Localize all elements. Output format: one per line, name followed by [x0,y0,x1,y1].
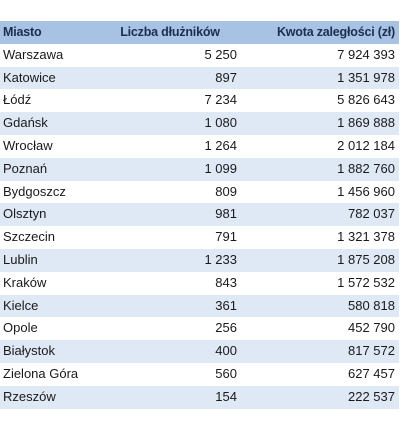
cell-arrears-amount: 1 351 978 [240,66,399,90]
cell-city: Łódź [0,89,100,113]
cell-city: Olsztyn [0,203,100,227]
cell-debtor-count: 1 264 [100,134,240,158]
cell-debtor-count: 1 080 [100,112,240,135]
table-row: Gdańsk 1 080 1 869 888 [0,112,399,135]
cell-arrears-amount: 1 882 760 [240,157,399,181]
cell-debtor-count: 791 [100,226,240,249]
cell-debtor-count: 7 234 [100,89,240,113]
cell-arrears-amount: 1 321 378 [240,226,399,249]
cell-arrears-amount: 1 572 532 [240,271,399,295]
table-row: Szczecin 791 1 321 378 [0,226,399,249]
cell-city: Szczecin [0,226,100,249]
header-arrears-amount: Kwota zaległości (zł) [240,21,399,44]
table-row: Rzeszów 154 222 537 [0,385,399,409]
table-row: Warszawa 5 250 7 924 393 [0,43,399,67]
cell-debtor-count: 897 [100,66,240,90]
cell-arrears-amount: 1 456 960 [240,180,399,204]
table-row: Białystok 400 817 572 [0,340,399,363]
cell-city: Kraków [0,271,100,295]
table-row: Lublin 1 233 1 875 208 [0,248,399,272]
cell-city: Kielce [0,294,100,318]
cell-city: Lublin [0,248,100,272]
table-row: Wrocław 1 264 2 012 184 [0,134,399,158]
table-row: Poznań 1 099 1 882 760 [0,157,399,181]
cell-city: Poznań [0,157,100,181]
cell-city: Katowice [0,66,100,90]
cell-debtor-count: 809 [100,180,240,204]
table-row: Bydgoszcz 809 1 456 960 [0,180,399,204]
header-city: Miasto [0,21,100,44]
cell-city: Bydgoszcz [0,180,100,204]
cell-debtor-count: 560 [100,362,240,386]
table-row: Zielona Góra 560 627 457 [0,362,399,386]
cell-city: Opole [0,317,100,341]
cell-debtor-count: 256 [100,317,240,341]
cell-arrears-amount: 627 457 [240,362,399,386]
cell-arrears-amount: 817 572 [240,340,399,363]
cell-debtor-count: 1 233 [100,248,240,272]
table-row: Katowice 897 1 351 978 [0,66,399,90]
table-body: Warszawa 5 250 7 924 393 Katowice 897 1 … [0,43,399,409]
cell-city: Gdańsk [0,112,100,135]
cell-arrears-amount: 222 537 [240,385,399,409]
cell-debtor-count: 361 [100,294,240,318]
cell-arrears-amount: 1 869 888 [240,112,399,135]
header-debtor-count: Liczba dłużników [100,21,240,44]
table-header: Miasto Liczba dłużników Kwota zaległości… [0,21,399,44]
cell-debtor-count: 981 [100,203,240,227]
cell-city: Wrocław [0,134,100,158]
cell-arrears-amount: 5 826 643 [240,89,399,113]
cell-debtor-count: 400 [100,340,240,363]
cell-city: Zielona Góra [0,362,100,386]
table-row: Olsztyn 981 782 037 [0,203,399,227]
debtors-table: Miasto Liczba dłużników Kwota zaległości… [0,21,399,409]
cell-city: Warszawa [0,43,100,67]
table-row: Kraków 843 1 572 532 [0,271,399,295]
cell-debtor-count: 154 [100,385,240,409]
header-row: Miasto Liczba dłużników Kwota zaległości… [0,21,399,44]
cell-debtor-count: 5 250 [100,43,240,67]
table-row: Łódź 7 234 5 826 643 [0,89,399,113]
debtors-table-container: Miasto Liczba dłużników Kwota zaległości… [0,21,406,409]
cell-city: Białystok [0,340,100,363]
cell-arrears-amount: 2 012 184 [240,134,399,158]
cell-arrears-amount: 580 818 [240,294,399,318]
table-row: Opole 256 452 790 [0,317,399,341]
cell-debtor-count: 843 [100,271,240,295]
cell-city: Rzeszów [0,385,100,409]
cell-debtor-count: 1 099 [100,157,240,181]
cell-arrears-amount: 782 037 [240,203,399,227]
table-row: Kielce 361 580 818 [0,294,399,318]
cell-arrears-amount: 1 875 208 [240,248,399,272]
cell-arrears-amount: 7 924 393 [240,43,399,67]
cell-arrears-amount: 452 790 [240,317,399,341]
